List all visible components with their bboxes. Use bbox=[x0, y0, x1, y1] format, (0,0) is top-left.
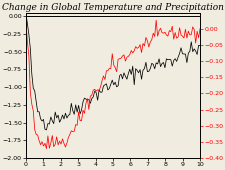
Title: Change in Global Temperature and Precipitation: Change in Global Temperature and Precipi… bbox=[2, 3, 223, 12]
